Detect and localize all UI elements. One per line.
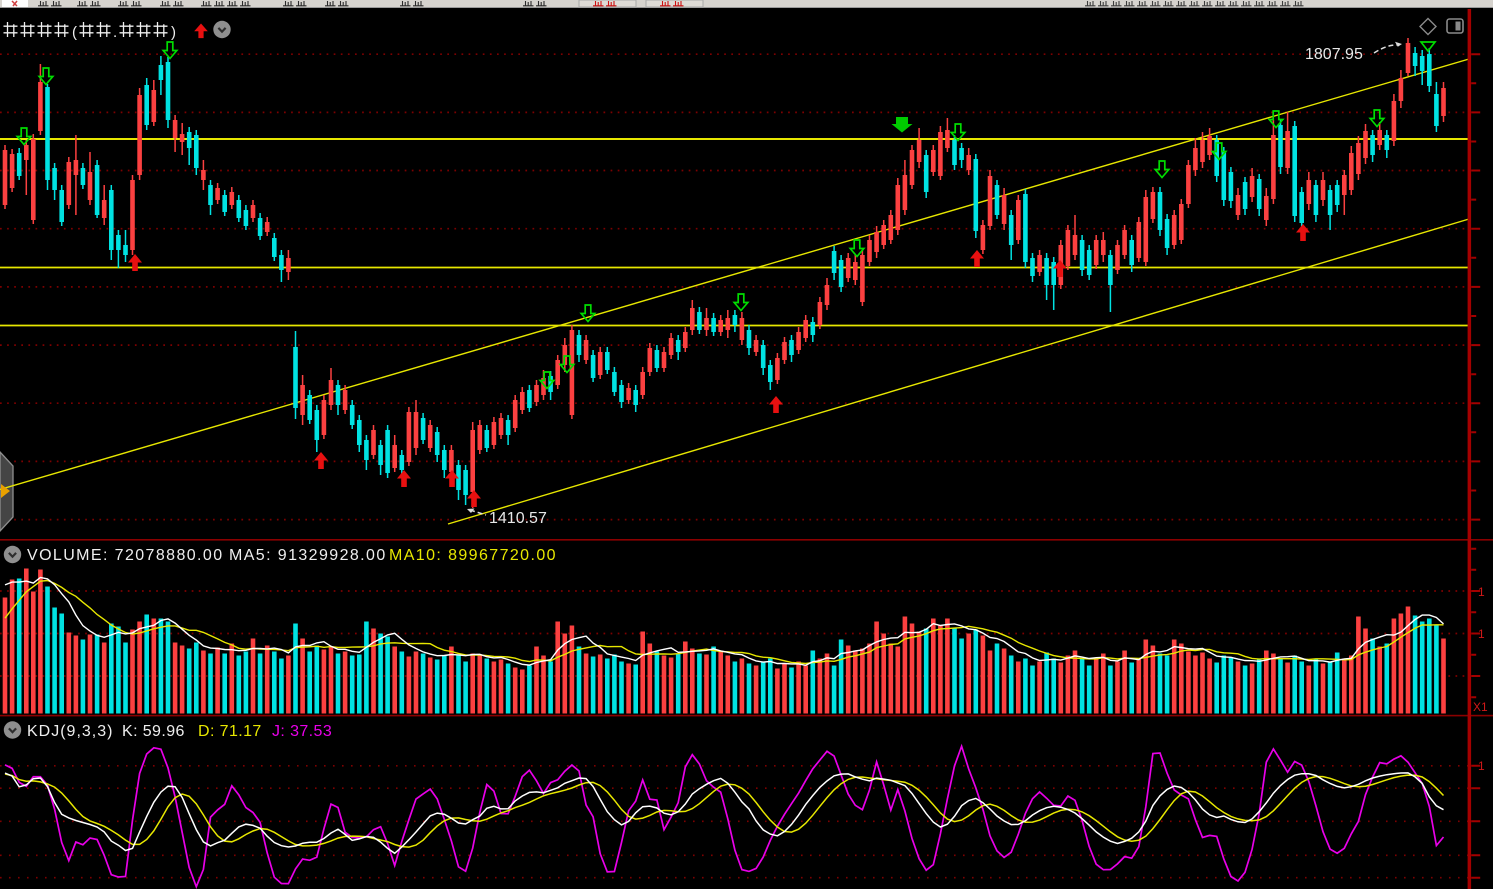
- svg-text:K: 59.96: K: 59.96: [122, 723, 185, 740]
- svg-text:VOLUME: 72078880.00: VOLUME: 72078880.00: [27, 547, 224, 564]
- svg-text:KDJ(9,3,3): KDJ(9,3,3): [27, 723, 113, 740]
- svg-text:X1: X1: [1473, 700, 1488, 714]
- svg-text:1807.95: 1807.95: [1305, 46, 1363, 63]
- svg-text:): ): [171, 24, 176, 41]
- svg-text:.: .: [113, 24, 117, 41]
- svg-text:1: 1: [1478, 759, 1485, 773]
- svg-text:MA5: 91329928.00: MA5: 91329928.00: [229, 547, 387, 564]
- svg-text:1: 1: [1478, 627, 1485, 641]
- svg-text:D: 71.17: D: 71.17: [198, 723, 262, 740]
- svg-text:1: 1: [1478, 585, 1485, 599]
- svg-text:1410.57: 1410.57: [489, 510, 547, 527]
- svg-text:J: 37.53: J: 37.53: [272, 723, 332, 740]
- svg-text:MA10: 89967720.00: MA10: 89967720.00: [389, 547, 557, 564]
- svg-text:(: (: [72, 24, 77, 41]
